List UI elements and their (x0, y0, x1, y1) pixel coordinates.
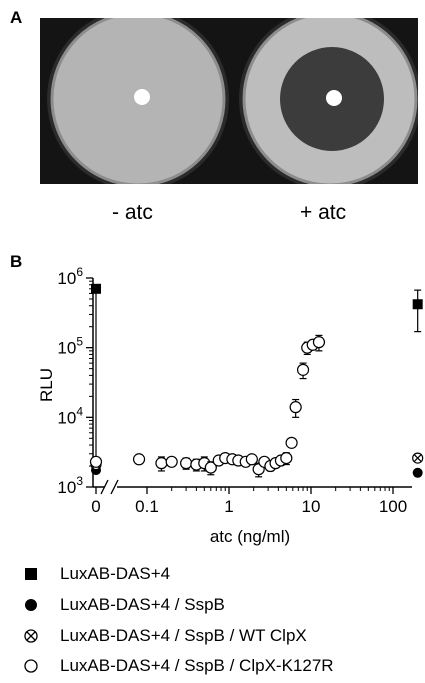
data-point-series-3 (285, 436, 298, 449)
open-circle-marker-icon (18, 659, 44, 673)
disc-minus-atc (134, 89, 150, 105)
x-tick-label: 1 (224, 497, 233, 516)
data-point-series-3 (89, 455, 103, 468)
y-tick-label: 105 (57, 335, 83, 358)
data-point-series-2 (412, 452, 424, 464)
y-tick-label: 104 (57, 404, 83, 427)
x-tick-label: 0.1 (135, 497, 159, 516)
axis-break-mark (110, 479, 119, 495)
disc-plus-atc (326, 90, 342, 106)
filled-circle-marker-icon (18, 598, 44, 612)
condition-plus-atc: + atc (300, 201, 347, 224)
x-tick-label: 100 (379, 497, 407, 516)
data-point-series-1 (412, 467, 423, 478)
data-point-series-3 (204, 461, 217, 474)
data-point-series-3 (155, 457, 168, 470)
data-point-series-3 (296, 363, 310, 376)
data-point-series-0 (412, 299, 423, 310)
condition-minus-atc: - atc (112, 201, 153, 224)
filled-square-marker-icon (18, 567, 44, 581)
legend-item-3: LuxAB-DAS+4 / SspB / ClpX-K127R (18, 656, 334, 676)
data-point-series-3 (245, 453, 258, 466)
data-point-series-3 (312, 336, 326, 349)
axis-break-mark (100, 479, 109, 495)
y-axis-label: RLU (37, 368, 56, 402)
legend-label: LuxAB-DAS+4 / SspB (60, 595, 225, 614)
y-tick-label: 106 (57, 265, 83, 288)
data-point-series-3 (289, 401, 302, 414)
x-tick-label: 10 (302, 497, 321, 516)
legend-item-2: LuxAB-DAS+4 / SspB / WT ClpX (18, 626, 307, 646)
data-point-series-3 (132, 453, 146, 466)
crossed-circle-marker-icon (18, 629, 44, 643)
x-tick-label: 0 (91, 497, 100, 516)
panel-a-label: A (10, 8, 23, 27)
data-point-series-0 (91, 283, 101, 294)
y-tick-label: 103 (57, 474, 83, 497)
data-point-series-3 (180, 457, 193, 470)
legend-label: LuxAB-DAS+4 / SspB / WT ClpX (60, 626, 307, 645)
luminescence-chart: 103 104 105 106 0 0.1 1 10 100 RLU atc (ng/ml) (37, 265, 424, 546)
petri-dish-photo (40, 18, 418, 184)
legend-label: LuxAB-DAS+4 / SspB / ClpX-K127R (60, 656, 334, 675)
legend-item-1: LuxAB-DAS+4 / SspB (18, 595, 225, 615)
x-axis-label: atc (ng/ml) (210, 527, 290, 546)
data-point-series-3 (165, 455, 178, 468)
legend-item-0: LuxAB-DAS+4 (18, 564, 170, 584)
panel-b-label: B (10, 252, 23, 271)
data-point-series-3 (280, 451, 293, 465)
legend-label: LuxAB-DAS+4 (60, 564, 171, 583)
